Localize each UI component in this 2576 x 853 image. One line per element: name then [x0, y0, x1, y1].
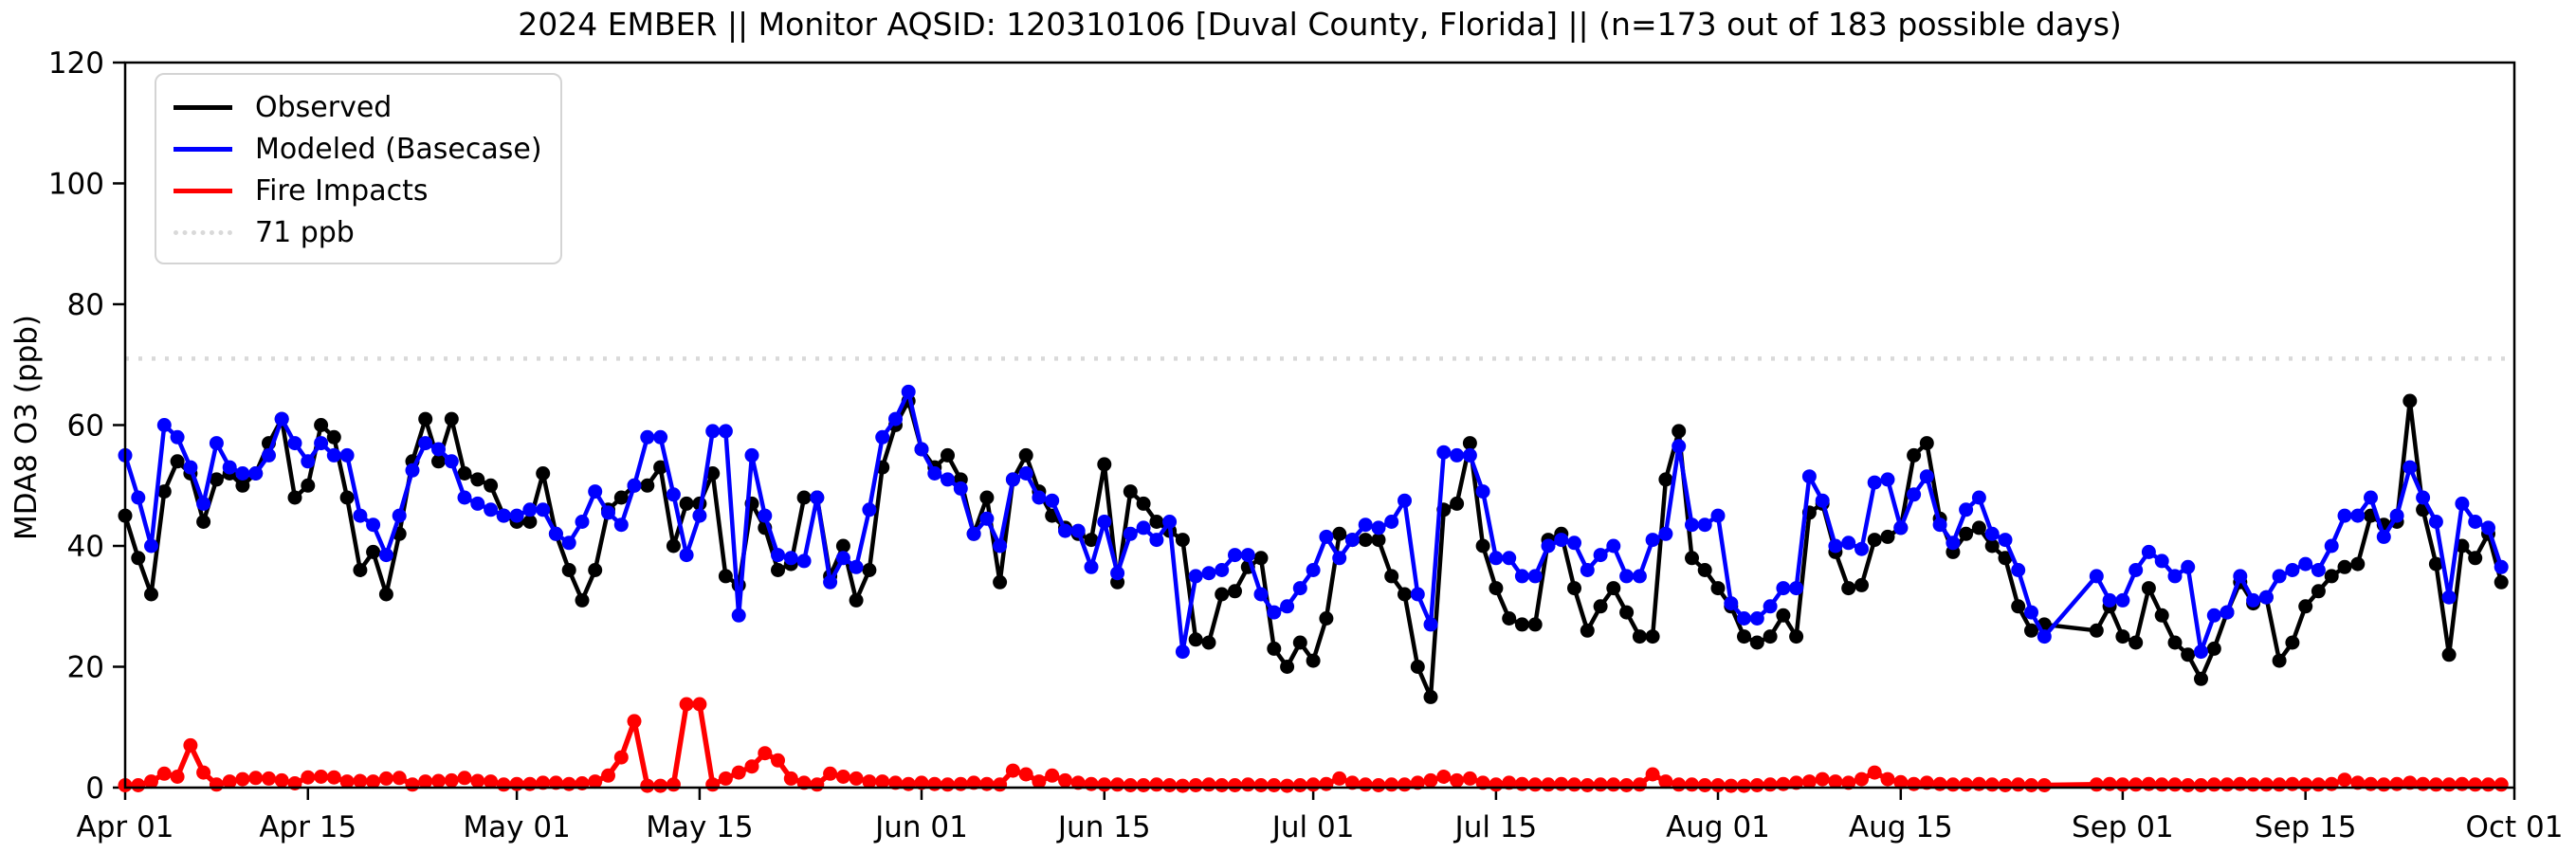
x-tick-label: Aug 01 — [1666, 810, 1770, 844]
x-tick-label: Sep 15 — [2255, 810, 2357, 844]
y-tick-label: 80 — [67, 288, 104, 322]
legend-item-observed: Observed — [174, 86, 560, 128]
modeled-line-swatch-icon — [174, 146, 232, 152]
y-tick-label: 20 — [67, 651, 104, 685]
legend: Observed Modeled (Basecase) Fire Impacts… — [155, 73, 562, 264]
legend-label: Modeled (Basecase) — [255, 132, 542, 166]
threshold-line-swatch-icon — [174, 229, 232, 235]
axes: 0 20 40 60 80 100 120 Apr 01 Apr 15 May 01 May 15 J… — [48, 46, 2564, 844]
x-tick-label: Apr 01 — [77, 810, 174, 844]
x-tick-label: Jun 01 — [873, 810, 968, 844]
y-tick-label: 100 — [48, 168, 104, 202]
x-tick-label: Jul 15 — [1453, 810, 1538, 844]
y-tick-label: 40 — [67, 530, 104, 564]
legend-label: 71 ppb — [255, 215, 355, 249]
x-tick-label: Oct 01 — [2466, 810, 2564, 844]
x-tick-label: Aug 15 — [1849, 810, 1953, 844]
fire-impacts-line-swatch-icon — [174, 188, 232, 193]
legend-item-threshold: 71 ppb — [174, 211, 560, 253]
x-tick-label: May 15 — [646, 810, 753, 844]
legend-label: Observed — [255, 90, 393, 124]
legend-item-modeled: Modeled (Basecase) — [174, 128, 560, 170]
series-fire-impacts — [118, 697, 2509, 793]
y-tick-label: 0 — [85, 771, 104, 806]
plot-border — [123, 61, 2516, 789]
x-tick-label: Apr 15 — [259, 810, 356, 844]
x-tick-label: Jul 01 — [1270, 810, 1355, 844]
legend-item-fire-impacts: Fire Impacts — [174, 170, 560, 211]
x-tick-label: May 01 — [463, 810, 570, 844]
y-tick-label: 60 — [67, 409, 104, 444]
legend-label: Fire Impacts — [255, 173, 429, 208]
observed-line-swatch-icon — [174, 104, 232, 110]
x-tick-label: Jun 15 — [1056, 810, 1151, 844]
y-tick-label: 120 — [48, 46, 104, 81]
x-tick-label: Sep 01 — [2072, 810, 2174, 844]
series-modeled-basecase- — [118, 384, 2509, 660]
chart-title: 2024 EMBER || Monitor AQSID: 120310106 [… — [518, 6, 2122, 43]
